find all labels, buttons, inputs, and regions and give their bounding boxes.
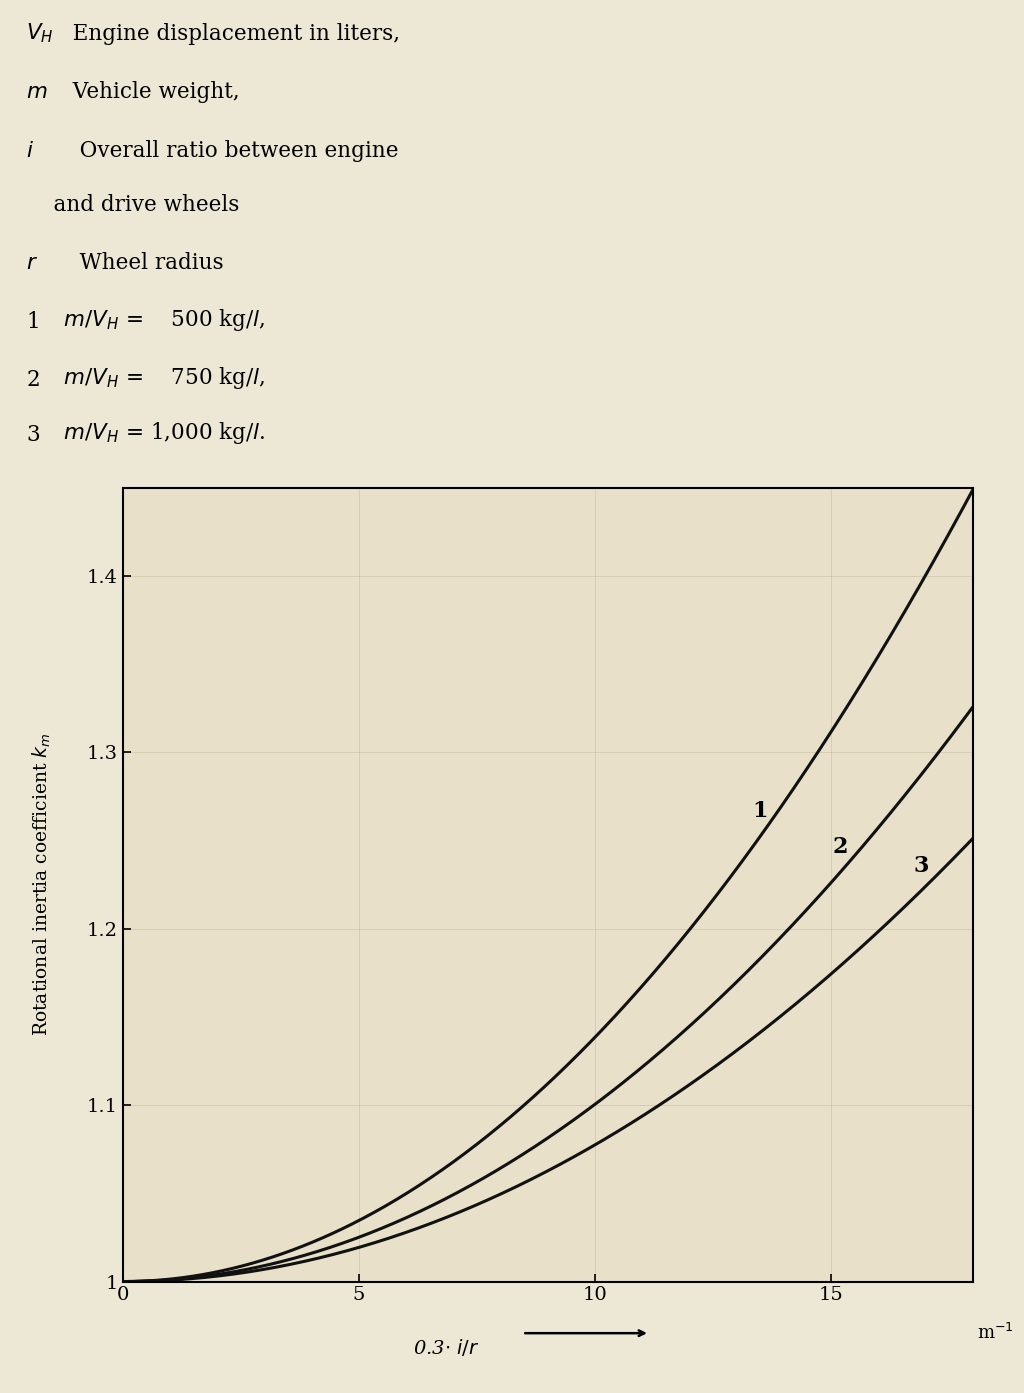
Text: $i$: $i$ [27, 139, 34, 162]
Text: 3: 3 [27, 423, 40, 446]
Text: $V_H$: $V_H$ [27, 21, 54, 45]
Text: 3: 3 [913, 855, 929, 876]
Text: 2: 2 [27, 369, 40, 391]
Text: 1: 1 [27, 311, 40, 333]
Text: Rotational inertia coefficient $k_m$: Rotational inertia coefficient $k_m$ [31, 733, 53, 1036]
Text: Overall ratio between engine: Overall ratio between engine [59, 139, 398, 162]
Text: 0.3$\cdot$ $i/r$: 0.3$\cdot$ $i/r$ [413, 1337, 479, 1358]
Text: Engine displacement in liters,: Engine displacement in liters, [59, 22, 400, 45]
Text: m$^{-1}$: m$^{-1}$ [977, 1323, 1014, 1343]
Text: Wheel radius: Wheel radius [59, 252, 223, 274]
Text: $m$: $m$ [27, 81, 48, 103]
Text: and drive wheels: and drive wheels [27, 194, 240, 216]
Text: $r$: $r$ [27, 252, 38, 274]
Text: Vehicle weight,: Vehicle weight, [59, 81, 240, 103]
Text: 2: 2 [833, 836, 848, 858]
Text: 1: 1 [753, 800, 768, 822]
Text: $m/V_H$ =    750 kg/$l$,: $m/V_H$ = 750 kg/$l$, [50, 365, 265, 391]
Text: $m/V_H$ =    500 kg/$l$,: $m/V_H$ = 500 kg/$l$, [50, 306, 265, 333]
Text: $m/ V_H$ = 1,000 kg/$l$.: $m/ V_H$ = 1,000 kg/$l$. [50, 419, 265, 446]
